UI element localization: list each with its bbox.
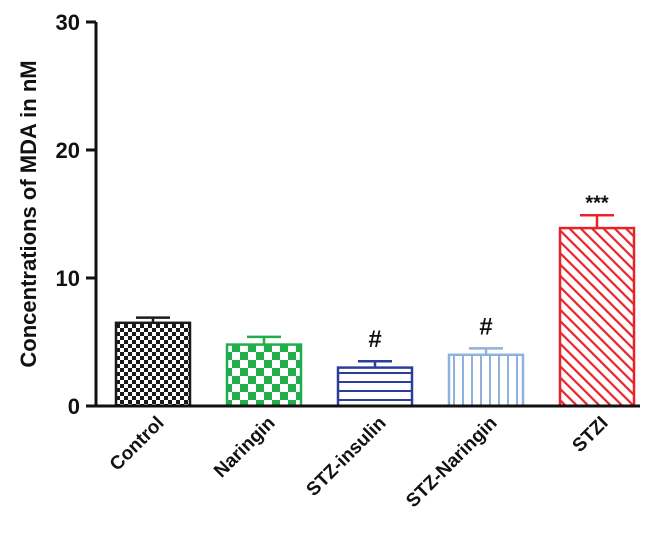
x-category-label: STZ-Naringin bbox=[402, 413, 501, 512]
bars: # # *** bbox=[94, 192, 640, 408]
x-category-label: STZI bbox=[569, 413, 613, 457]
y-axis: 0 10 20 30 Concentrations of MDA in nM bbox=[16, 10, 98, 419]
x-category-label: Control bbox=[106, 413, 169, 476]
category-labels: Control Naringin STZ-insulin STZ-Naringin ST… bbox=[106, 413, 613, 512]
bar-control bbox=[114, 321, 192, 408]
y-axis-title: Concentrations of MDA in nM bbox=[16, 60, 41, 367]
significance-annotation: # bbox=[368, 326, 381, 353]
significance-annotation: *** bbox=[585, 192, 609, 214]
x-category-label: Naringin bbox=[210, 413, 279, 482]
y-tick-label: 10 bbox=[56, 266, 80, 291]
bar-stz-insulin bbox=[336, 366, 414, 408]
bar-stz-naringin bbox=[447, 353, 525, 408]
bar-stzi bbox=[558, 226, 636, 408]
bar-naringin bbox=[225, 343, 303, 408]
x-category-label: STZ-insulin bbox=[303, 413, 391, 501]
significance-annotation: # bbox=[479, 313, 492, 340]
y-tick-label: 20 bbox=[56, 138, 80, 163]
y-tick-label: 0 bbox=[68, 394, 80, 419]
y-ticks: 0 10 20 30 bbox=[56, 10, 96, 419]
y-tick-label: 30 bbox=[56, 10, 80, 35]
